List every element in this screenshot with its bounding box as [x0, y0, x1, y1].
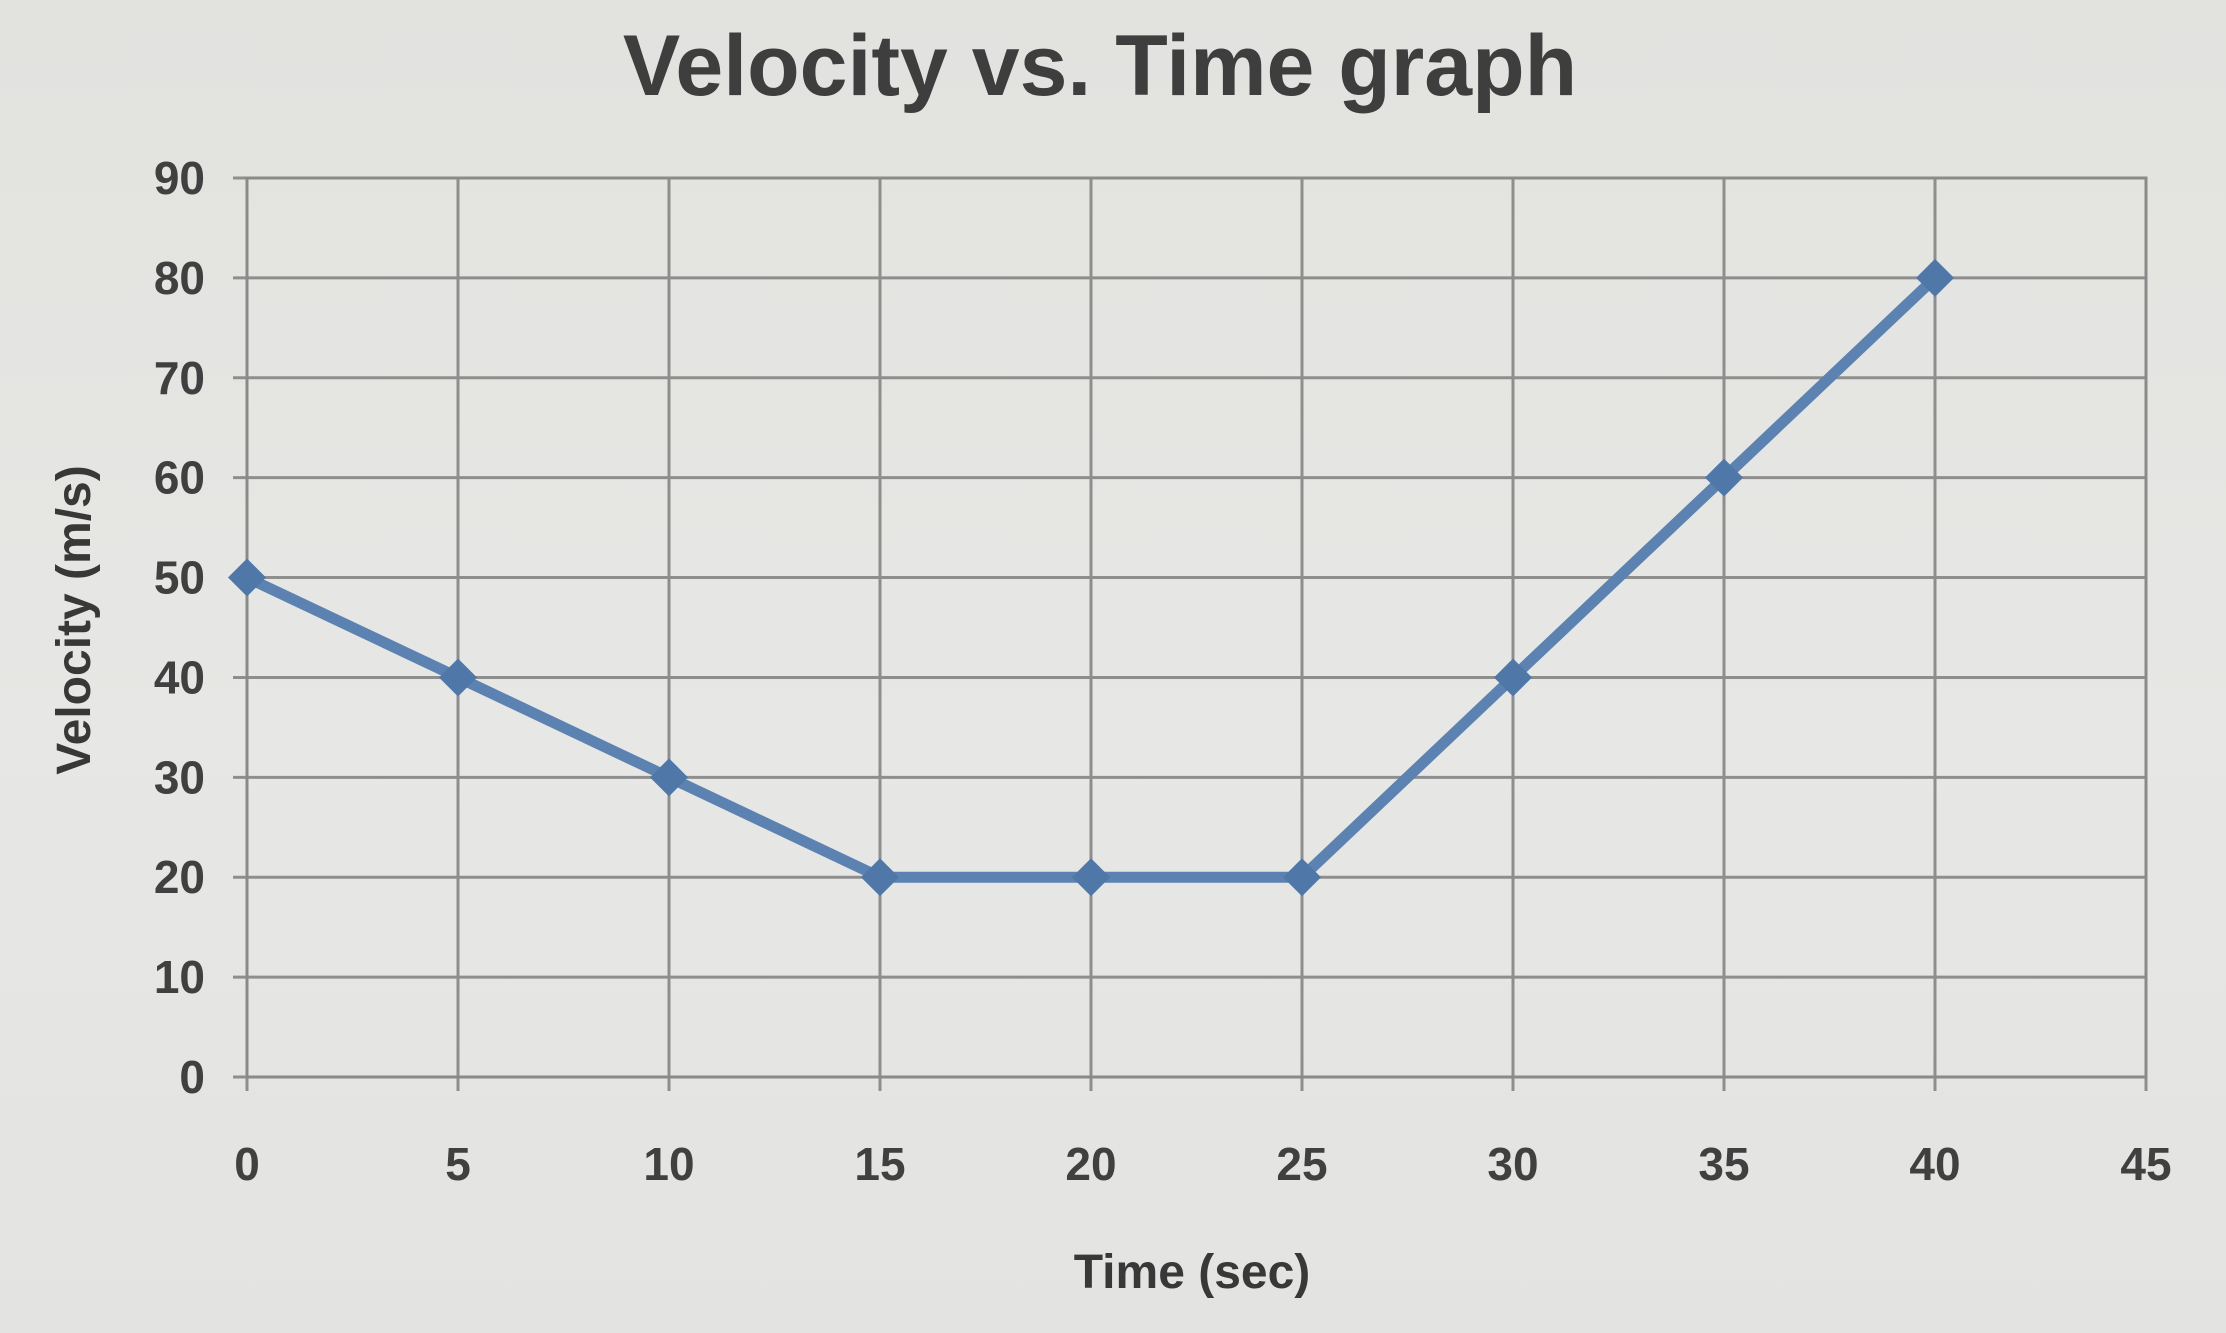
y-tick-label: 70: [154, 352, 205, 404]
x-tick-label: 0: [234, 1138, 260, 1190]
series-layer: [228, 258, 1954, 897]
data-point-marker: [650, 758, 688, 797]
chart-title: Velocity vs. Time graph: [623, 18, 1577, 114]
y-axis-label: Velocity (m/s): [48, 465, 101, 774]
x-axis-label: Time (sec): [1074, 1246, 1311, 1299]
x-tick-label: 5: [445, 1138, 471, 1190]
grid: [233, 176, 2148, 1091]
y-tick-label: 50: [154, 552, 205, 604]
x-tick-label: 10: [643, 1138, 694, 1190]
data-point-marker: [1916, 258, 1954, 297]
y-tick-label: 10: [154, 951, 205, 1003]
x-tick-label: 35: [1698, 1138, 1749, 1190]
data-point-marker: [1283, 858, 1321, 897]
y-tick-label: 40: [154, 651, 205, 703]
data-point-marker: [861, 858, 899, 897]
x-tick-label: 15: [854, 1138, 905, 1190]
y-tick-label: 20: [154, 851, 205, 903]
plot-area: [245, 176, 2148, 1079]
data-point-marker: [1072, 858, 1110, 897]
x-tick-label: 25: [1276, 1138, 1327, 1190]
x-tick-label: 30: [1487, 1138, 1538, 1190]
data-point-marker: [1494, 658, 1532, 697]
y-axis-ticks: 0 10 20 30 40 50 60 70 80 90: [154, 152, 205, 1103]
x-tick-label: 20: [1065, 1138, 1116, 1190]
y-tick-label: 80: [154, 252, 205, 304]
x-tick-label: 40: [1909, 1138, 1960, 1190]
y-tick-label: 0: [179, 1051, 205, 1103]
data-point-marker: [439, 658, 477, 697]
data-point-marker: [1705, 458, 1743, 497]
x-axis-ticks: 0 5 10 15 20 25 30 35 40 45: [234, 1138, 2171, 1190]
data-point-marker: [228, 558, 266, 597]
y-tick-label: 60: [154, 452, 205, 504]
x-tick-label: 45: [2120, 1138, 2171, 1190]
y-tick-label: 90: [154, 152, 205, 204]
y-tick-label: 30: [154, 751, 205, 803]
